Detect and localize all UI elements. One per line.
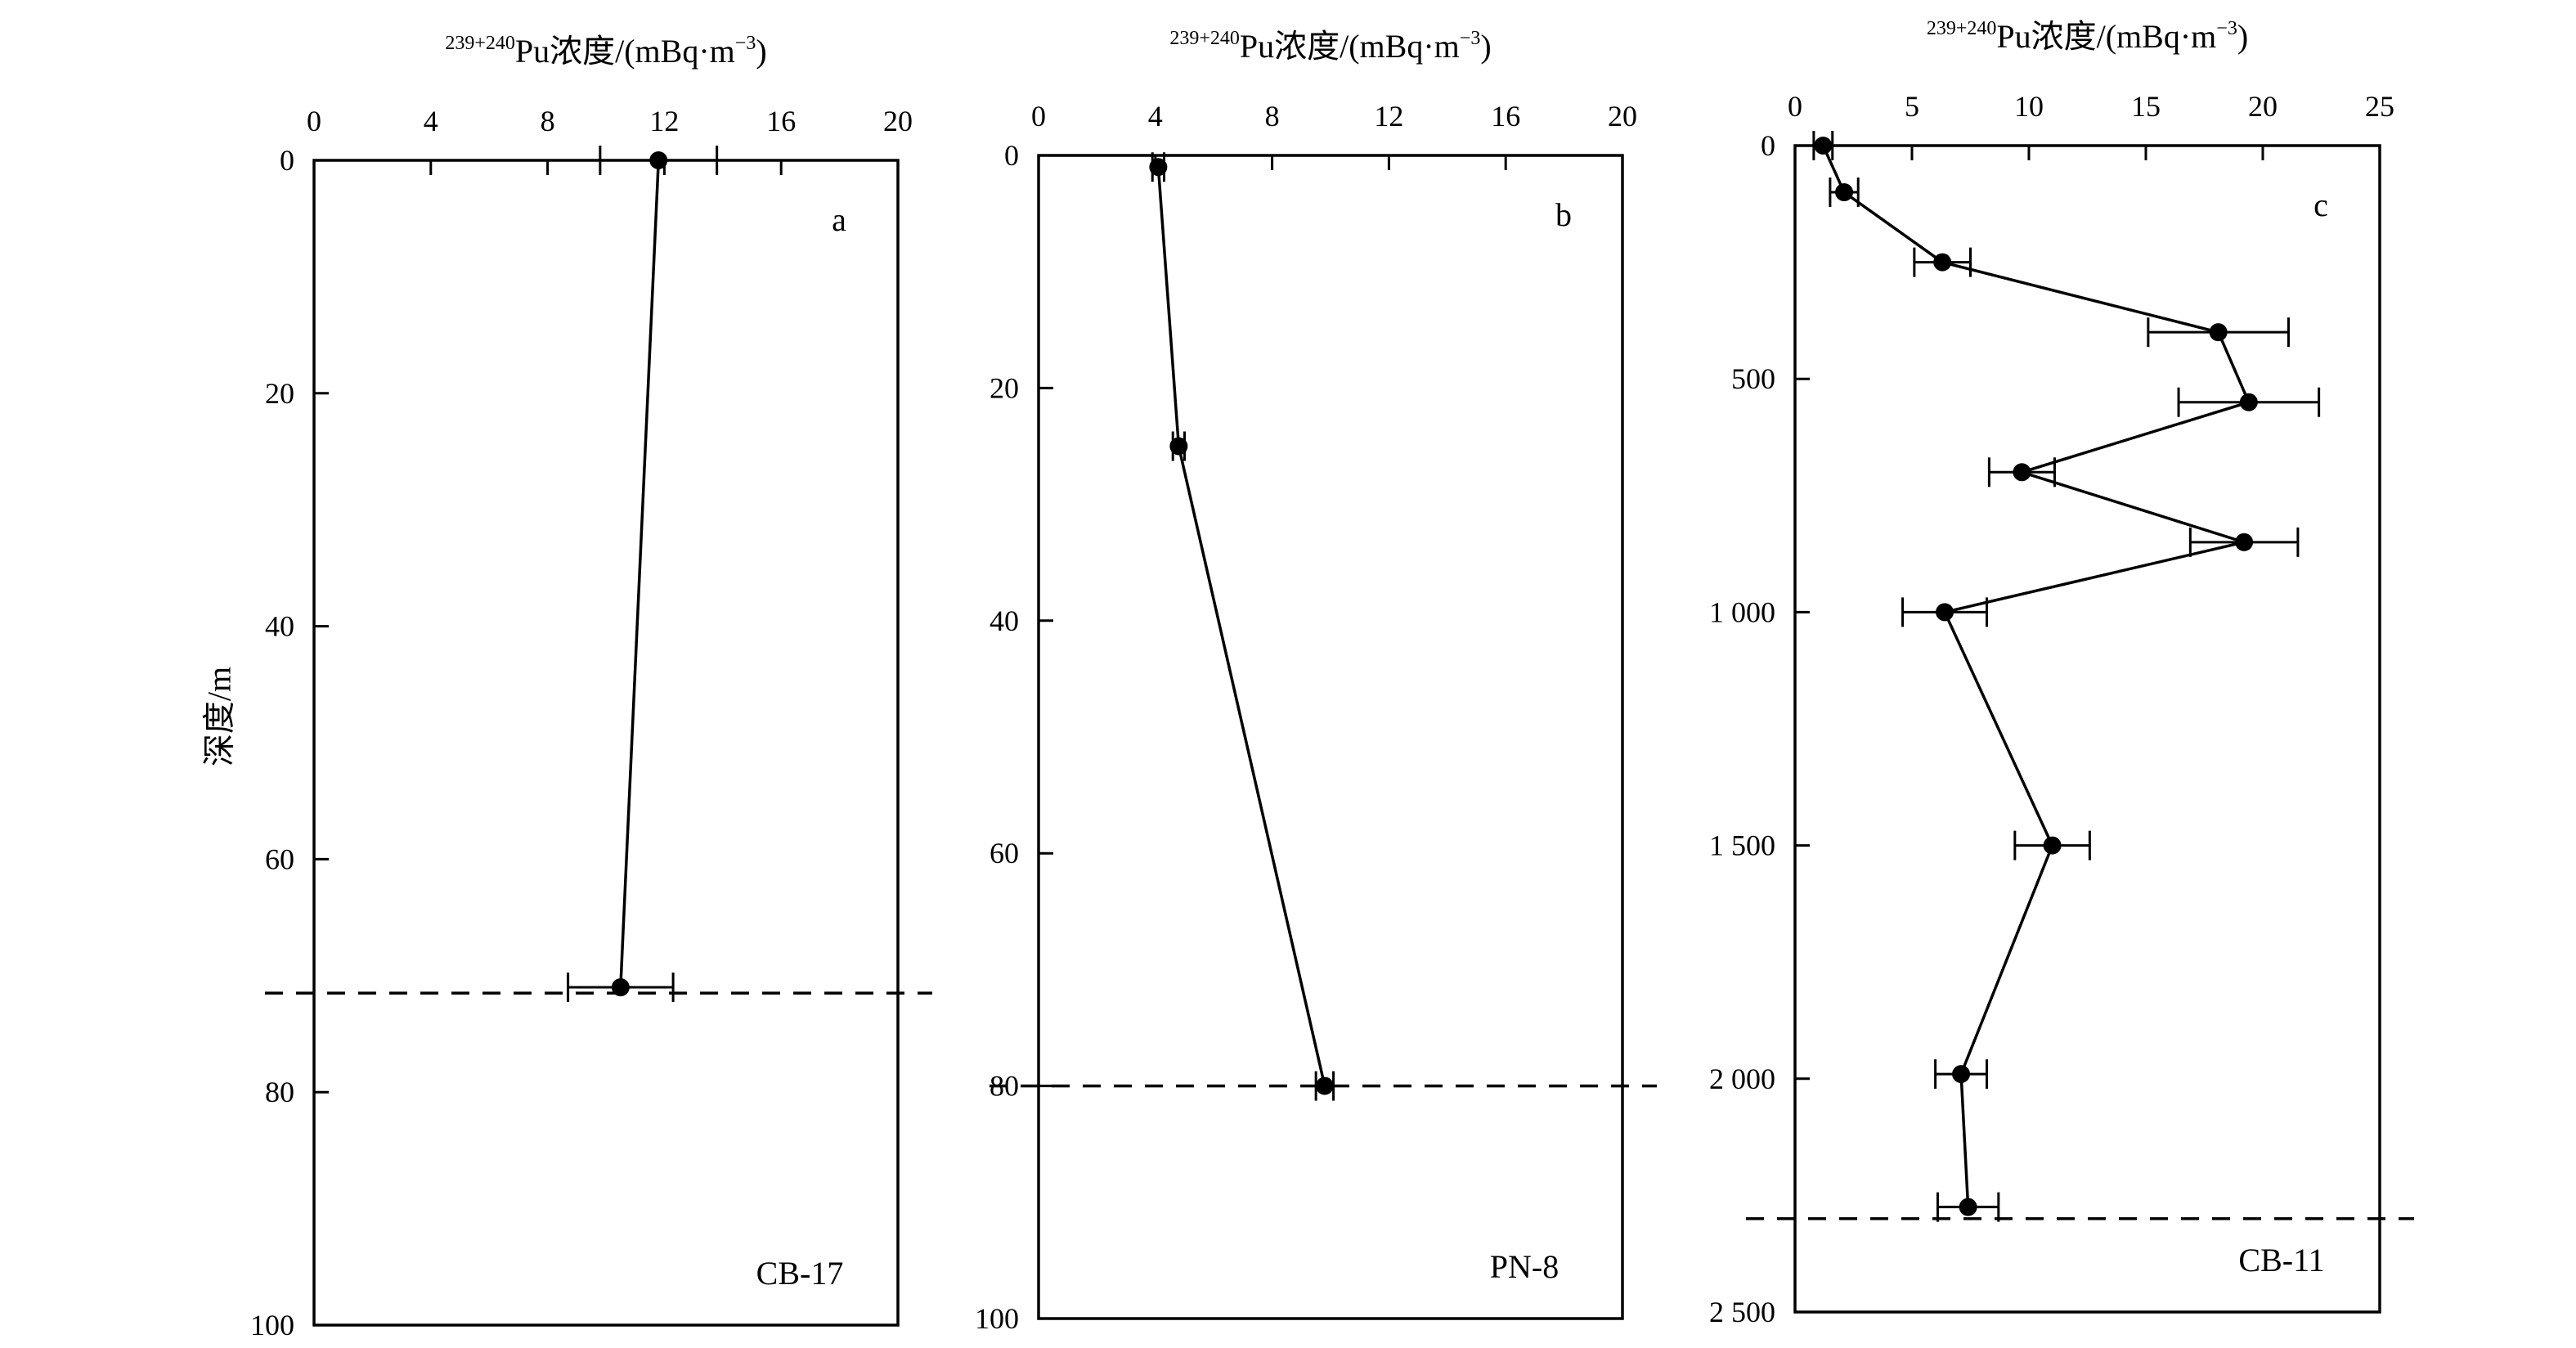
y-tick-label: 20 (265, 377, 294, 410)
x-tick-label: 12 (1374, 100, 1403, 133)
x-axis-title-main: Pu浓度/(mBq·m (515, 33, 735, 70)
x-tick-label: 10 (2014, 90, 2044, 123)
y-tick-label: 60 (265, 842, 294, 875)
station-label: PN-8 (1490, 1248, 1559, 1285)
x-axis-title-sup: 239+240 (445, 33, 515, 54)
x-tick-label: 5 (1905, 90, 1919, 123)
x-tick-label: 20 (2248, 90, 2278, 123)
y-tick-label: 500 (1731, 362, 1775, 395)
x-axis-title-exp: −3 (1460, 28, 1481, 49)
panel-c: 0 5 10 15 20 25 0 500 1 000 1 500 2 000 2 500 239+24… (1709, 18, 2414, 1328)
x-tick-label: 15 (2131, 90, 2161, 123)
y-tick-label: 0 (1761, 129, 1775, 162)
series-line (619, 160, 661, 988)
data-point (2239, 393, 2258, 411)
data-point (611, 978, 630, 997)
x-axis-title-sup: 239+240 (1927, 18, 1997, 39)
y-tick-label: 1 500 (1709, 829, 1775, 862)
station-label: CB-11 (2238, 1242, 2324, 1278)
x-tick-label: 20 (883, 105, 913, 137)
x-axis-title-close: ) (756, 33, 766, 70)
x-axis-title: 239+240Pu浓度/(mBq·m−3) (1169, 28, 1491, 65)
data-point (649, 151, 668, 169)
x-axis-title-main: Pu浓度/(mBq·m (1996, 18, 2216, 55)
x-tick-label: 8 (1265, 100, 1280, 133)
plot-frame (1793, 144, 2381, 1314)
x-tick-label: 12 (649, 105, 679, 137)
x-tick-label: 16 (766, 105, 796, 137)
y-tick-label: 40 (990, 604, 1019, 637)
panel-letter: a (832, 201, 846, 238)
x-tick-label: 0 (1031, 100, 1046, 133)
data-point (1835, 183, 1854, 202)
y-tick-label: 100 (250, 1309, 294, 1341)
x-axis-title-exp: −3 (735, 33, 756, 54)
series-line (1156, 167, 1326, 1086)
x-tick-label: 4 (424, 105, 438, 137)
y-tick-label: 2 000 (1709, 1063, 1775, 1095)
y-tick-label: 1 000 (1709, 595, 1775, 628)
x-axis-title: 239+240Pu浓度/(mBq·m−3) (445, 33, 766, 70)
panel-b: 0 4 8 12 16 20020406080100239+240Pu浓度/(mBq·m−… (975, 28, 1657, 1335)
x-tick-label: 8 (541, 105, 555, 137)
data-point (1952, 1065, 1971, 1084)
y-tick-label: 0 (1004, 139, 1019, 172)
plot-frame (312, 159, 900, 1327)
x-axis-title-exp: −3 (2216, 18, 2237, 39)
data-point (2013, 463, 2031, 482)
data-point (1814, 137, 1833, 155)
panel-letter: c (2313, 186, 2328, 223)
station-label: CB-17 (756, 1255, 844, 1292)
y-tick-label: 60 (990, 837, 1019, 869)
x-tick-label: 4 (1148, 100, 1163, 133)
y-tick-label: 40 (265, 610, 294, 643)
series-line (1821, 145, 2251, 1207)
x-tick-label: 0 (307, 105, 321, 137)
y-tick-label: 0 (280, 144, 294, 177)
data-point (1959, 1197, 1977, 1216)
x-tick-label: 16 (1491, 100, 1520, 133)
x-tick-label: 25 (2365, 90, 2394, 123)
data-point (1933, 253, 1952, 272)
x-tick-label: 0 (1788, 90, 1802, 123)
x-axis-title-main: Pu浓度/(mBq·m (1240, 28, 1460, 65)
panel-letter: b (1555, 196, 1572, 233)
x-tick-label: 20 (1608, 100, 1637, 133)
data-point (2209, 323, 2228, 342)
plot-frame (1037, 154, 1624, 1320)
data-point (1936, 603, 1954, 622)
panel-a: 0 4 8 12 16 20 0 20 40 60 80 100 239+240Pu浓度/(mBq·m−… (250, 33, 932, 1341)
data-point (1169, 437, 1188, 456)
data-point (1149, 158, 1168, 177)
data-point (2235, 532, 2254, 551)
x-axis-title: 239+240Pu浓度/(mBq·m−3) (1927, 18, 2248, 55)
data-point (2043, 836, 2062, 855)
x-axis-title-sup: 239+240 (1169, 28, 1240, 49)
data-point (1315, 1076, 1334, 1095)
y-axis-label: 深度/m (201, 667, 238, 766)
x-axis-title-close: ) (1480, 28, 1491, 65)
y-tick-label: 100 (975, 1302, 1019, 1335)
y-tick-label: 80 (265, 1076, 294, 1108)
y-tick-label: 20 (990, 371, 1019, 404)
y-tick-label: 2 500 (1709, 1296, 1775, 1328)
x-axis-title-close: ) (2237, 18, 2248, 55)
